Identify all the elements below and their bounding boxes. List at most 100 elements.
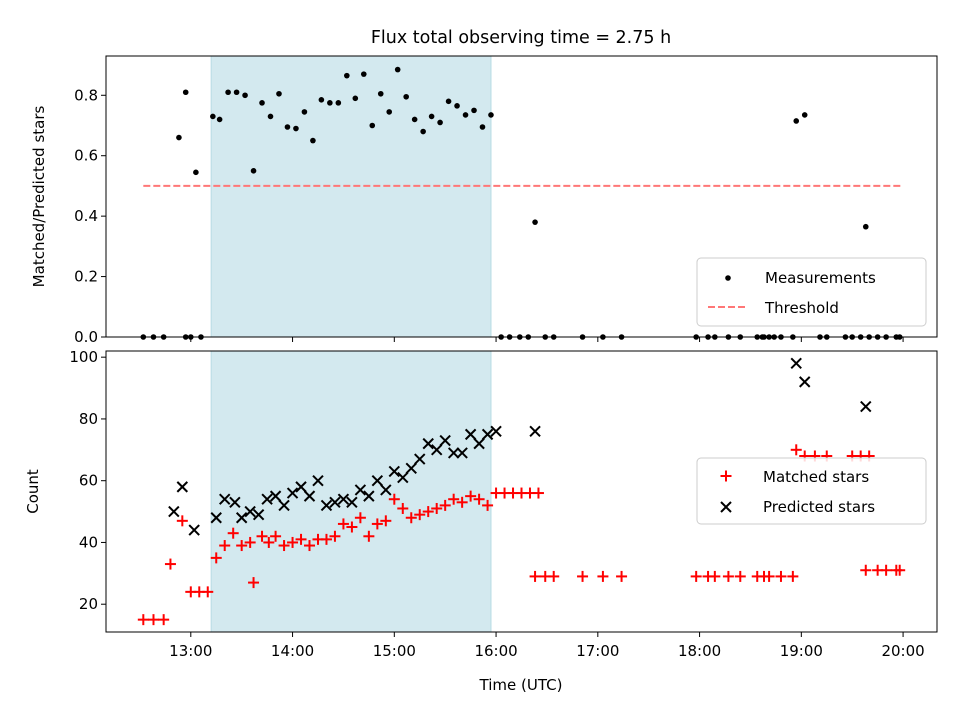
measurement-point <box>428 113 435 120</box>
measurement-point <box>284 124 291 130</box>
x-tick-label: 13:00 <box>169 642 212 660</box>
x-tick-label: 15:00 <box>373 642 416 660</box>
matched-star-point <box>304 540 316 552</box>
x-tick-label: 20:00 <box>881 642 924 660</box>
measurement-point <box>479 124 486 130</box>
matched-star-point <box>337 518 349 530</box>
predicted-star-point <box>303 490 316 502</box>
predicted-star-point <box>320 499 333 512</box>
measurement-point <box>233 89 240 96</box>
matched-star-point <box>270 530 282 542</box>
predicted-star-point-b <box>464 428 477 441</box>
measurement-point <box>276 90 282 97</box>
matched-star-point <box>422 506 434 518</box>
predicted-star-point-b <box>252 508 265 521</box>
measurement-point <box>437 119 443 126</box>
matched-star-point <box>236 540 248 552</box>
matched-star-point <box>329 530 341 542</box>
ratio-panel: 0.00.20.40.60.8 Matched/Predicted stars … <box>30 55 938 346</box>
predicted-star-point-b <box>799 376 811 388</box>
measurement-point <box>360 71 367 77</box>
x-tick-label: 14:00 <box>271 642 314 660</box>
legend-predicted-marker <box>720 501 732 513</box>
predicted-star-point-b <box>278 499 290 512</box>
measurement-point <box>310 137 316 144</box>
predicted-star-point <box>422 437 434 450</box>
predicted-star-point <box>295 481 307 493</box>
measurement-point <box>301 109 308 115</box>
x-tick-label: 16:00 <box>474 642 517 660</box>
measurement-point <box>344 72 350 79</box>
matched-star-point <box>529 570 541 582</box>
predicted-star-point-b <box>490 425 502 437</box>
matched-star-point <box>256 530 268 542</box>
count-y-tick-label: 60 <box>79 472 98 490</box>
measurement-point <box>259 100 265 106</box>
predicted-star-point <box>235 512 248 524</box>
predicted-star-point <box>447 447 460 459</box>
matched-star-point <box>219 540 231 552</box>
legend-cross <box>720 501 732 513</box>
predicted-star-point-b <box>269 490 282 502</box>
measurement-point <box>225 89 231 96</box>
ratio-y-tick-label: 0.4 <box>74 207 98 225</box>
predicted-star-point <box>529 425 541 437</box>
predicted-star-point <box>346 496 358 509</box>
measurement-point <box>293 125 299 132</box>
x-tick-label: 17:00 <box>576 642 619 660</box>
measurement-point <box>793 118 800 124</box>
matched-star-point <box>465 490 477 502</box>
predicted-star-point <box>312 474 324 487</box>
predicted-star-point-b <box>219 493 231 505</box>
matched-star-point <box>147 614 159 626</box>
x-axis-label: Time (UTC) <box>479 676 563 694</box>
count-y-tick-label: 80 <box>79 410 98 428</box>
matched-star-point <box>532 487 544 499</box>
predicted-star-point <box>363 490 375 502</box>
matched-star-point <box>405 512 417 524</box>
matched-star-point <box>137 614 149 626</box>
measurement-point <box>327 100 333 106</box>
predicted-star-point-b <box>860 400 872 413</box>
highlight-span-bottom <box>210 350 492 633</box>
matched-star-point <box>448 493 460 505</box>
predicted-star-point-b <box>320 499 333 512</box>
measurement-point <box>352 95 359 102</box>
predicted-star-point-b <box>176 481 189 493</box>
count-y-tick-label: 40 <box>79 533 98 551</box>
measurement-point <box>462 112 469 118</box>
matched-star-point <box>227 527 239 539</box>
predicted-star-point <box>188 524 200 536</box>
measurement-point <box>403 93 409 100</box>
predicted-star-point-b <box>371 474 384 487</box>
predicted-star-point-b <box>790 357 802 370</box>
predicted-star-point <box>481 428 494 441</box>
highlight-span-top <box>210 55 492 338</box>
predicted-star-point <box>229 496 241 509</box>
matched-star-point <box>210 552 222 564</box>
predicted-star-point <box>252 508 265 521</box>
measurement-point <box>182 89 189 96</box>
measurement-point <box>193 169 199 176</box>
legend-measurements-marker <box>725 275 731 281</box>
predicted-star-point <box>397 471 409 484</box>
predicted-star-point-b <box>388 465 401 478</box>
predicted-star-point <box>261 493 273 505</box>
matched-star-point <box>722 570 734 582</box>
matched-star-point <box>414 509 426 521</box>
predicted-star-point <box>414 453 426 465</box>
measurement-point <box>488 112 494 118</box>
measurement-point <box>420 128 426 135</box>
predicted-star-point-b <box>235 512 248 524</box>
ratio-x-ticks <box>190 337 904 342</box>
measurement-point <box>335 100 342 106</box>
measurement-point <box>445 98 452 105</box>
legend-predicted-label: Predicted stars <box>763 498 875 516</box>
predicted-star-point-b <box>529 425 541 437</box>
predicted-star-point <box>244 505 256 518</box>
matched-star-point <box>763 570 775 582</box>
predicted-star-point <box>168 505 180 518</box>
matched-star-point <box>371 518 383 530</box>
ratio-panel-frame <box>105 55 938 338</box>
measurement-point <box>862 223 869 230</box>
